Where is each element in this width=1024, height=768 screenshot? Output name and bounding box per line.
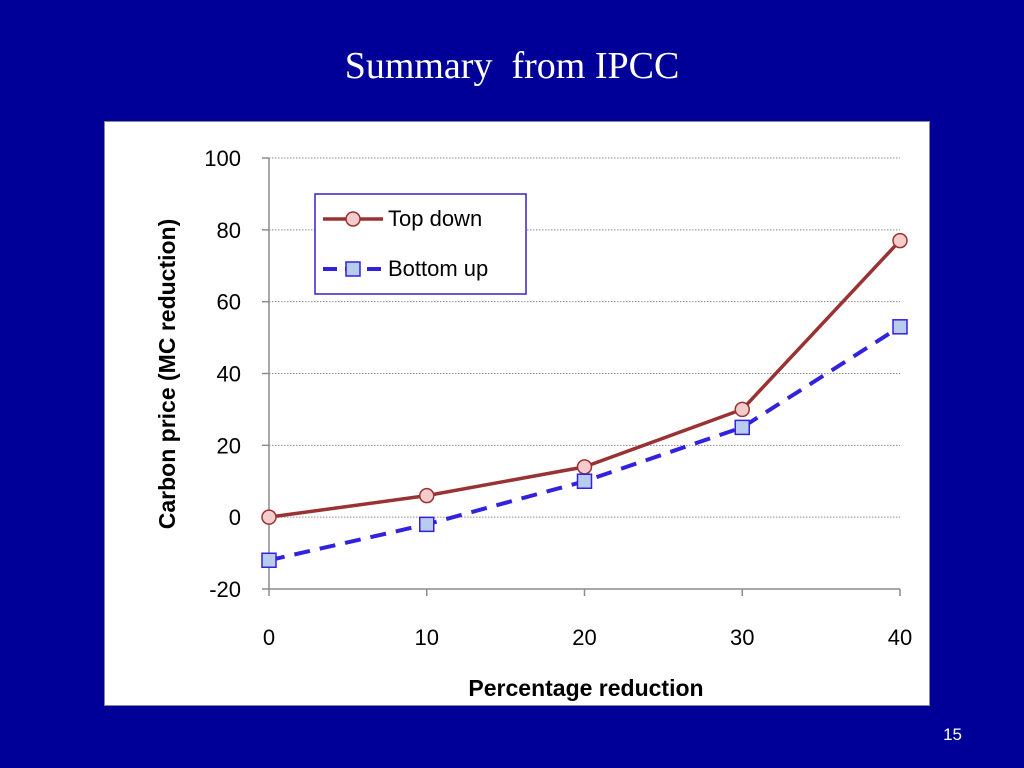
y-tick-label: 80 (217, 218, 241, 243)
line-chart: -20 0 20 40 60 80 100 0 10 20 30 40 Top down Bottom … (154, 146, 912, 701)
data-point-top-down (576, 459, 593, 475)
legend-marker-square (345, 261, 361, 277)
y-tick-label: 20 (217, 433, 241, 458)
data-point-bottom-up (892, 319, 908, 335)
y-tick-label: 60 (217, 290, 241, 315)
y-axis-title: Carbon price (MC reduction) (154, 219, 180, 530)
data-point-bottom-up (261, 552, 277, 569)
x-tick-label: 20 (572, 625, 596, 650)
series-lines (261, 232, 908, 569)
legend-label: Top down (388, 206, 482, 231)
x-axis-title: Percentage reduction (468, 675, 703, 701)
legend-label: Bottom up (388, 256, 488, 281)
data-point-top-down (734, 401, 750, 418)
data-point-top-down (261, 509, 277, 525)
slide-number: 15 (943, 725, 962, 744)
series-line-bottom-up (268, 325, 902, 563)
x-tick-label: 40 (888, 625, 912, 650)
x-tick-label: 10 (415, 625, 439, 650)
y-tick-label: 0 (229, 505, 241, 530)
slide-title: Summary from IPCC (344, 45, 680, 87)
data-point-bottom-up (576, 473, 593, 489)
y-tick-label: 100 (204, 146, 241, 171)
data-point-bottom-up (419, 516, 435, 533)
x-tick-label: 30 (730, 625, 754, 650)
data-point-bottom-up (734, 419, 750, 436)
data-point-top-down (892, 232, 908, 249)
y-tick-label: -20 (209, 577, 241, 602)
x-tick-label: 0 (263, 625, 275, 650)
legend-box (314, 193, 527, 295)
y-tick-label: 40 (217, 362, 241, 387)
data-point-top-down (419, 487, 435, 504)
tick-labels: -20 0 20 40 60 80 100 0 10 20 30 40 (204, 146, 912, 650)
legend: Top down Bottom up (314, 193, 527, 295)
legend-marker-circle (345, 211, 361, 227)
chart-panel: -20 0 20 40 60 80 100 0 10 20 30 40 Top down Bottom … (104, 121, 930, 706)
